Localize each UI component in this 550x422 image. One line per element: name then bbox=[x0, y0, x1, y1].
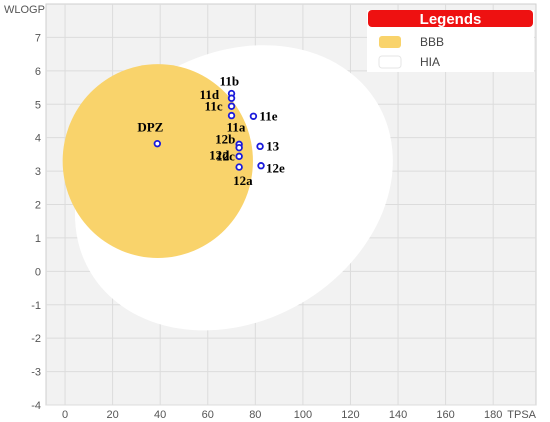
point-11c bbox=[227, 102, 236, 110]
y-axis-title: WLOGP bbox=[4, 4, 45, 16]
point-label-12a: 12a bbox=[233, 173, 253, 188]
y-tick-label: 0 bbox=[35, 266, 41, 278]
y-tick-label: -3 bbox=[31, 367, 41, 379]
point-dpz bbox=[153, 139, 162, 148]
legend-label-bbb: BBB bbox=[420, 35, 444, 49]
point-label-dpz: DPZ bbox=[137, 120, 163, 135]
legend: Legends BBB HIA bbox=[367, 10, 534, 72]
point-13 bbox=[256, 142, 264, 151]
point-label-12c: 12c bbox=[216, 148, 235, 163]
x-tick-label: 0 bbox=[62, 409, 68, 421]
y-tick-label: 3 bbox=[35, 166, 41, 178]
x-tick-label: 80 bbox=[249, 409, 261, 421]
point-label-11d: 11d bbox=[200, 87, 220, 102]
x-tick-label: 160 bbox=[436, 409, 454, 421]
y-tick-label: -2 bbox=[31, 333, 41, 345]
y-tick-label: 2 bbox=[35, 200, 41, 212]
region-layer bbox=[62, 45, 393, 331]
point-label-12b: 12b bbox=[215, 131, 235, 146]
point-label-11b: 11b bbox=[220, 74, 240, 89]
legend-label-hia: HIA bbox=[420, 55, 440, 69]
x-tick-label: 20 bbox=[106, 409, 118, 421]
region-bbb bbox=[62, 64, 253, 258]
legend-swatch-bbb bbox=[379, 36, 401, 48]
legend-swatch-hia bbox=[378, 55, 402, 69]
point-11d bbox=[227, 94, 236, 102]
y-tick-label: -1 bbox=[31, 300, 41, 312]
point-label-12e: 12e bbox=[266, 161, 285, 176]
y-tick-label: 5 bbox=[35, 99, 41, 111]
legend-title: Legends bbox=[420, 11, 482, 28]
x-tick-label: 140 bbox=[389, 409, 407, 421]
point-label-11e: 11e bbox=[259, 108, 277, 123]
x-tick-label: 60 bbox=[202, 409, 214, 421]
point-12e bbox=[257, 162, 265, 170]
y-tick-label: 1 bbox=[35, 233, 41, 245]
point-label-11a: 11a bbox=[227, 120, 246, 135]
point-11e bbox=[249, 112, 258, 120]
x-tick-label: 100 bbox=[294, 409, 312, 421]
x-tick-label: 120 bbox=[341, 409, 359, 421]
point-label-11c: 11c bbox=[205, 98, 223, 113]
y-tick-label: 7 bbox=[35, 32, 41, 44]
point-12c bbox=[235, 152, 243, 161]
x-tick-label: 180 bbox=[484, 409, 502, 421]
axis-ticks: 0 20 40 60 80 100 120 140 160 180 -4 -3 -2 -1 0 1 2 3 4 5 6 7 bbox=[31, 32, 502, 421]
x-tick-label: 40 bbox=[154, 409, 166, 421]
point-11a bbox=[227, 111, 236, 120]
y-tick-label: -4 bbox=[31, 400, 41, 412]
y-tick-label: 4 bbox=[35, 133, 41, 145]
point-label-12d: 12d bbox=[209, 148, 230, 163]
y-tick-label: 6 bbox=[35, 66, 41, 78]
point-12a bbox=[235, 163, 243, 171]
x-axis-title: TPSA bbox=[507, 409, 536, 421]
legend-header bbox=[368, 10, 533, 27]
point-label-13: 13 bbox=[266, 138, 280, 153]
point-12d bbox=[235, 143, 243, 152]
